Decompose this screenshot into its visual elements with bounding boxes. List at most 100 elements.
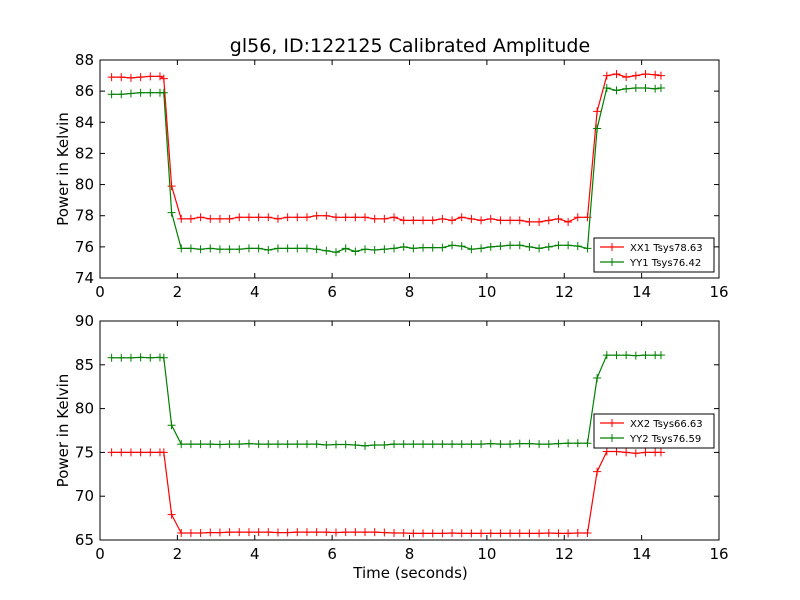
legend-label: XX2 Tsys66.63 xyxy=(630,419,703,430)
y-tick-label: 88 xyxy=(75,51,94,69)
x-tick-label: 0 xyxy=(95,283,105,301)
data-point xyxy=(283,244,292,253)
data-point xyxy=(612,86,621,95)
legend-swatch-marker xyxy=(608,243,616,251)
data-point xyxy=(544,216,553,225)
x-axis-label: Time (seconds) xyxy=(352,564,468,582)
data-point xyxy=(136,353,145,362)
data-point xyxy=(477,244,486,253)
data-point xyxy=(593,124,602,133)
data-point xyxy=(506,241,515,250)
data-point xyxy=(602,351,611,360)
data-point xyxy=(312,245,321,254)
data-point xyxy=(496,529,505,538)
data-point xyxy=(126,448,135,457)
data-point xyxy=(554,439,563,448)
y-tick-label: 80 xyxy=(75,400,94,418)
data-point xyxy=(235,245,244,254)
data-point xyxy=(264,245,273,254)
data-point xyxy=(196,528,205,537)
data-point xyxy=(656,71,665,80)
data-point xyxy=(564,439,573,448)
data-point xyxy=(341,244,350,253)
y-tick-label: 70 xyxy=(75,487,94,505)
data-point xyxy=(573,528,582,537)
data-point xyxy=(506,529,515,538)
data-point xyxy=(283,213,292,222)
data-point xyxy=(631,84,640,93)
data-point xyxy=(146,448,155,457)
data-point xyxy=(215,440,224,449)
data-point xyxy=(225,245,234,254)
data-point xyxy=(293,244,302,253)
data-point xyxy=(399,242,408,251)
data-point xyxy=(622,448,631,457)
data-point xyxy=(293,440,302,449)
data-point xyxy=(380,245,389,254)
data-point xyxy=(399,440,408,449)
data-point xyxy=(186,244,195,253)
data-point xyxy=(486,242,495,251)
data-point xyxy=(293,213,302,222)
y-tick-label: 74 xyxy=(75,269,94,287)
data-point xyxy=(167,510,176,519)
data-point xyxy=(457,213,466,222)
y-axis-label: Power in Kelvin xyxy=(54,112,72,226)
data-point xyxy=(525,242,534,251)
data-point xyxy=(612,447,621,456)
data-point xyxy=(583,244,592,253)
data-point xyxy=(146,72,155,81)
data-point xyxy=(206,214,215,223)
bottom-chart: 0 2 4 6 8 10 12 14 16 65 70 75 80 85 90 Power in Kelvin… xyxy=(54,312,729,582)
data-point xyxy=(206,244,215,253)
data-point xyxy=(409,529,418,538)
data-point xyxy=(254,213,263,222)
data-point xyxy=(312,211,321,220)
data-point xyxy=(273,528,282,537)
data-point xyxy=(515,241,524,250)
data-point xyxy=(370,528,379,537)
y-tick-label: 85 xyxy=(75,356,94,374)
data-point xyxy=(244,244,253,253)
data-point xyxy=(622,84,631,93)
data-point xyxy=(593,107,602,116)
data-point xyxy=(380,214,389,223)
y-tick-label: 90 xyxy=(75,312,94,330)
data-point xyxy=(448,216,457,225)
data-point xyxy=(177,244,186,253)
data-point xyxy=(186,528,195,537)
data-point xyxy=(312,440,321,449)
data-point xyxy=(136,73,145,82)
data-point xyxy=(264,528,273,537)
data-point xyxy=(399,528,408,537)
data-point xyxy=(283,528,292,537)
data-point xyxy=(438,529,447,538)
data-point xyxy=(631,71,640,80)
top-chart: 0 2 4 6 8 10 12 14 16 74 76 78 80 82 84 86 88 Power in Ke… xyxy=(54,51,729,301)
data-point xyxy=(467,245,476,254)
y-tick-label: 86 xyxy=(75,82,94,100)
data-point xyxy=(322,528,331,537)
x-tick-label: 16 xyxy=(709,283,728,301)
data-point xyxy=(448,241,457,250)
y-tick-label: 82 xyxy=(75,144,94,162)
data-point xyxy=(264,440,273,449)
data-point xyxy=(117,73,126,82)
legend-label: YY2 Tsys76.59 xyxy=(629,434,701,445)
data-point xyxy=(525,217,534,226)
x-tick-label: 6 xyxy=(327,283,337,301)
data-point xyxy=(496,242,505,251)
data-point xyxy=(136,88,145,97)
x-tick-label: 14 xyxy=(632,545,651,563)
data-point xyxy=(351,528,360,537)
y-tick-label: 75 xyxy=(75,443,94,461)
data-point xyxy=(351,440,360,449)
legend: XX2 Tsys66.63 YY2 Tsys76.59 xyxy=(593,413,715,449)
data-point xyxy=(506,216,515,225)
data-point xyxy=(322,246,331,255)
data-point xyxy=(428,529,437,538)
data-point xyxy=(126,353,135,362)
data-point xyxy=(302,213,311,222)
data-point xyxy=(477,529,486,538)
data-point xyxy=(235,440,244,449)
